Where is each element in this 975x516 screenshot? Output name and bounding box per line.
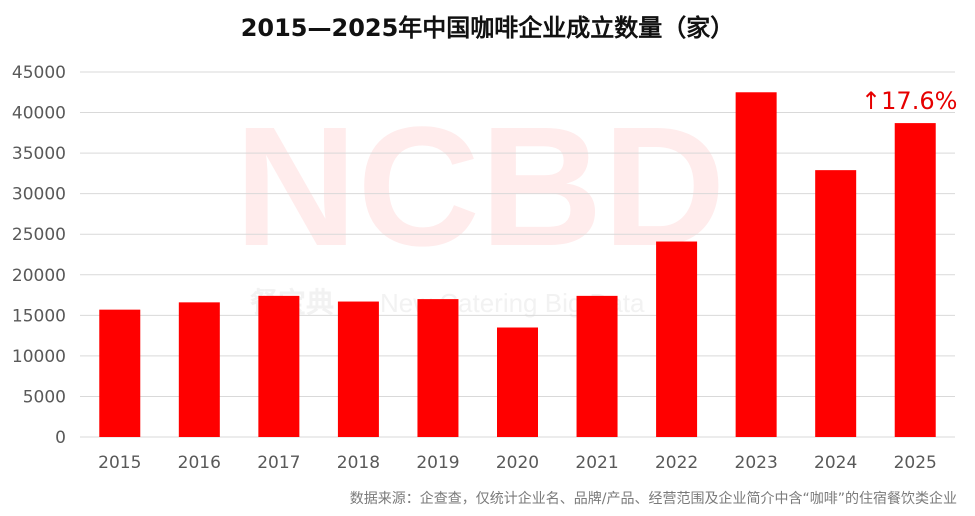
bars: [99, 92, 936, 438]
y-tick-label: 30000: [12, 185, 66, 205]
x-tick-label: 2025: [894, 453, 937, 473]
annotation-growth: ↑17.6%: [861, 87, 957, 115]
source-note: 数据来源：企查查，仅统计企业名、品牌/产品、经营范围及企业简介中含“咖啡”的住宿…: [349, 491, 957, 507]
x-tick-label: 2016: [178, 453, 221, 473]
x-tick-label: 2022: [655, 453, 698, 473]
bar-2022: [656, 241, 698, 437]
bar-2023: [735, 92, 777, 438]
x-tick-label: 2024: [814, 453, 857, 473]
x-tick-label: 2018: [337, 453, 380, 473]
y-axis-ticks: 0 5000 10000 15000 20000 25000 30000 35000 40000…: [12, 63, 66, 448]
y-tick-label: 0: [55, 428, 66, 448]
x-tick-label: 2017: [257, 453, 300, 473]
bar-2020: [497, 327, 538, 437]
y-tick-label: 35000: [12, 144, 66, 164]
bar-2021: [576, 295, 618, 437]
x-tick-label: 2020: [496, 453, 539, 473]
bar-2017: [258, 295, 300, 437]
annotations: ↑17.6%: [861, 87, 957, 115]
bar-2016: [178, 302, 220, 437]
x-tick-label: 2019: [416, 453, 459, 473]
y-tick-label: 25000: [12, 225, 66, 245]
x-tick-label: 2015: [98, 453, 141, 473]
y-tick-label: 40000: [12, 104, 66, 124]
bar-2015: [99, 309, 141, 437]
x-tick-label: 2021: [575, 453, 618, 473]
x-axis-ticks: 2015 2016 2017 2018 2019 2020 2021 2022 2023 2024…: [98, 453, 937, 473]
watermark: NCBD餐宝典New Catering Big Data: [234, 92, 725, 319]
y-tick-label: 20000: [12, 266, 66, 286]
bar-2018: [337, 301, 379, 437]
grid-lines: [80, 71, 955, 438]
y-tick-label: 45000: [12, 63, 66, 83]
bar-2025: [894, 123, 936, 437]
y-tick-label: 5000: [23, 387, 66, 407]
bar-2019: [417, 299, 459, 437]
bar-2024: [815, 170, 857, 437]
y-tick-label: 10000: [12, 347, 66, 367]
y-tick-label: 15000: [12, 306, 66, 326]
watermark-logo: NCBD: [234, 92, 725, 282]
x-tick-label: 2023: [735, 453, 778, 473]
chart-title: 2015—2025年中国咖啡企业成立数量（家）: [240, 14, 735, 42]
